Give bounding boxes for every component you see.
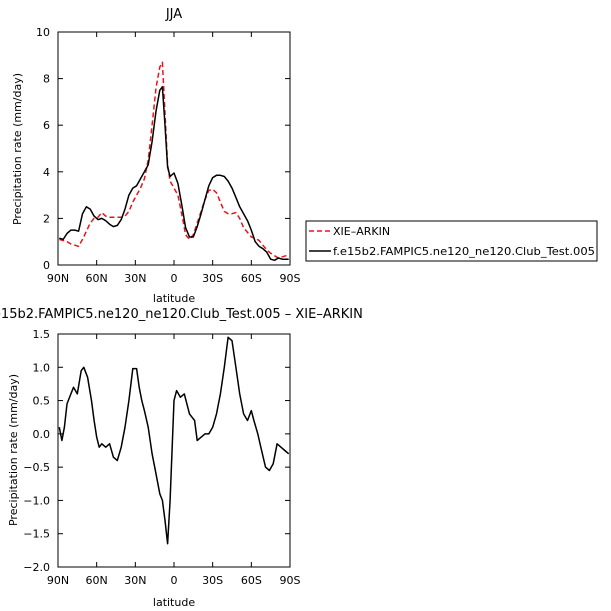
series-line-f-e15b2-fampic5-ne120-ne120-club-test-005: [59, 86, 289, 262]
y-tick-label: −1.5: [23, 528, 50, 541]
y-tick-label: 0: [43, 259, 50, 272]
y-tick-label: 8: [43, 73, 50, 86]
x-tick-label: 30S: [202, 574, 223, 587]
series-line-xie-arkin: [59, 61, 289, 259]
plot-area-frame: [57, 333, 291, 568]
series-lines: [58, 336, 290, 545]
legend-frame: [305, 220, 598, 262]
y-tick-label: −1.0: [23, 494, 50, 507]
y-tick-label: 2: [43, 212, 50, 225]
plot-area-frame: [57, 31, 291, 266]
x-tick-label: 0: [171, 272, 178, 285]
difference-chart-title: f.e15b2.FAMPIC5.ne120_ne120.Club_Test.00…: [0, 307, 363, 322]
x-axis-label: latitude: [153, 596, 195, 609]
legend-label-model: f.e15b2.FAMPIC5.ne120_ne120.Club_Test.00…: [333, 245, 595, 258]
x-tick-label: 60N: [86, 272, 108, 285]
y-tick-label: −2.0: [23, 561, 50, 574]
x-tick-label: 30N: [124, 272, 146, 285]
x-tick-label: 90S: [280, 272, 301, 285]
y-tick-label: 1.5: [33, 328, 51, 341]
x-tick-label: 60N: [86, 574, 108, 587]
y-tick-label: 6: [43, 119, 50, 132]
y-tick-label: 1.0: [33, 361, 51, 374]
y-axis-label: Precipitation rate (mm/day): [7, 374, 20, 526]
x-tick-label: 90N: [47, 574, 69, 587]
y-tick-label: 4: [43, 166, 50, 179]
y-tick-label: −0.5: [23, 461, 50, 474]
y-tick-label: 0.5: [33, 395, 51, 408]
x-axis-label: latitude: [153, 292, 195, 305]
axis-ticks: 90N 60N 30N 0 30S 60S 90S −2.0 −1.5 −1.0 −0.5 0.0 0.…: [23, 328, 300, 587]
x-tick-label: 60S: [241, 574, 262, 587]
chart-panel-top: JJA latitude Precipitation rate (mm/day)…: [11, 7, 598, 305]
legend-label-xie-arkin: XIE–ARKIN: [333, 225, 390, 238]
y-tick-label: 0.0: [33, 428, 51, 441]
y-tick-label: 10: [36, 26, 50, 39]
legend: XIE–ARKIN f.e15b2.FAMPIC5.ne120_ne120.Cl…: [305, 220, 598, 262]
series-lines: [59, 61, 289, 262]
x-tick-label: 90S: [280, 574, 301, 587]
y-axis-label: Precipitation rate (mm/day): [11, 73, 24, 225]
series-line-difference: [58, 336, 290, 545]
chart-panel-bottom: f.e15b2.FAMPIC5.ne120_ne120.Club_Test.00…: [0, 307, 363, 609]
axis-ticks: 90N 60N 30N 0 30S 60S 90S 0 2 4 6 8 10: [36, 26, 301, 285]
x-tick-label: 30N: [124, 574, 146, 587]
x-tick-label: 0: [171, 574, 178, 587]
x-tick-label: 30S: [202, 272, 223, 285]
x-tick-label: 60S: [241, 272, 262, 285]
chart-title: JJA: [165, 7, 182, 22]
x-tick-label: 90N: [47, 272, 69, 285]
